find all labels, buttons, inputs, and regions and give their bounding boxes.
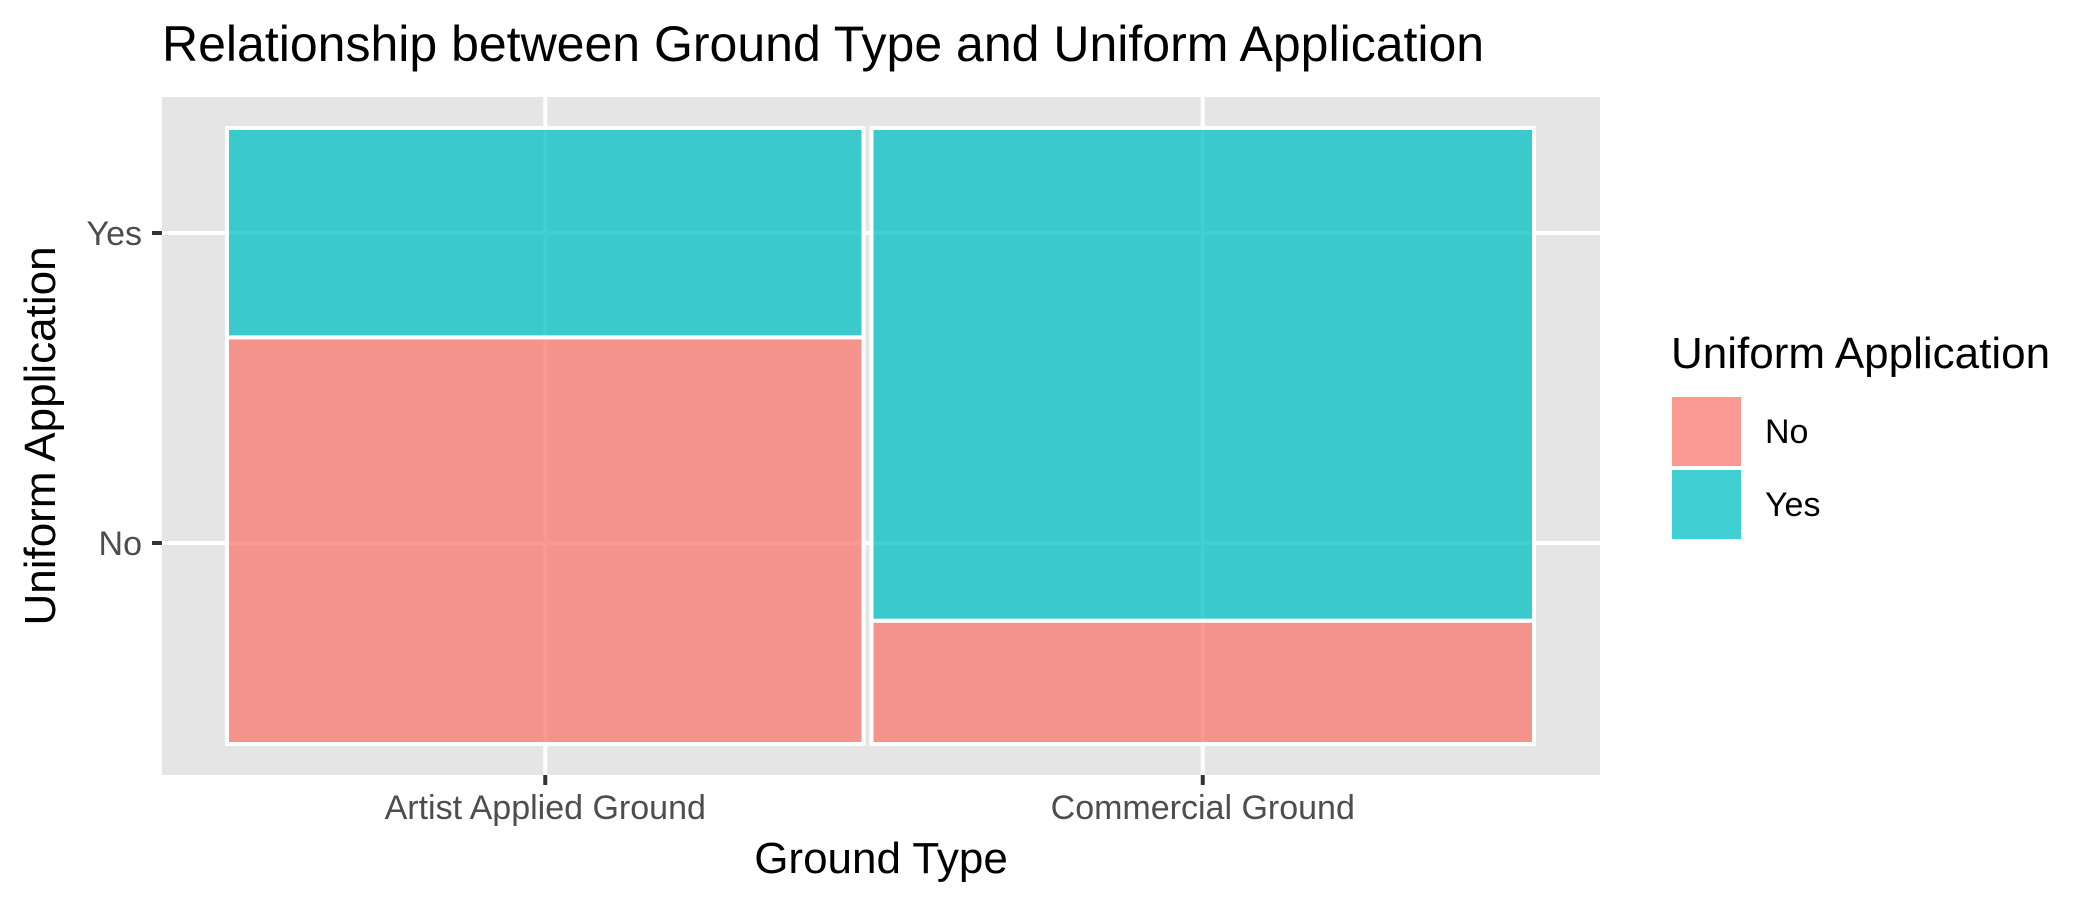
y-tick-label: Yes <box>87 215 142 253</box>
legend-label: Yes <box>1765 486 1820 524</box>
legend-key-yes <box>1670 468 1743 541</box>
legend: Uniform Application No Yes <box>1670 329 2050 541</box>
mosaic-tile <box>225 335 866 746</box>
x-tick-label: Artist Applied Ground <box>385 789 706 827</box>
x-tick-labels: Artist Applied Ground Commercial Ground <box>385 789 1355 827</box>
legend-label: No <box>1765 413 1808 451</box>
mosaic-tile <box>869 618 1536 746</box>
y-tick-label: No <box>99 525 142 563</box>
y-tick-labels: No Yes <box>87 215 142 563</box>
x-axis-title: Ground Type <box>754 834 1008 883</box>
legend-title: Uniform Application <box>1671 329 2050 378</box>
mosaic-tile <box>869 126 1536 623</box>
mosaic-tiles <box>225 126 1536 746</box>
chart-title: Relationship between Ground Type and Uni… <box>162 16 1484 72</box>
x-tick-label: Commercial Ground <box>1051 789 1355 827</box>
legend-key-no <box>1670 395 1743 468</box>
axis-ticks <box>152 231 1205 785</box>
mosaic-tile <box>225 126 866 340</box>
y-axis-title: Uniform Application <box>16 246 65 625</box>
